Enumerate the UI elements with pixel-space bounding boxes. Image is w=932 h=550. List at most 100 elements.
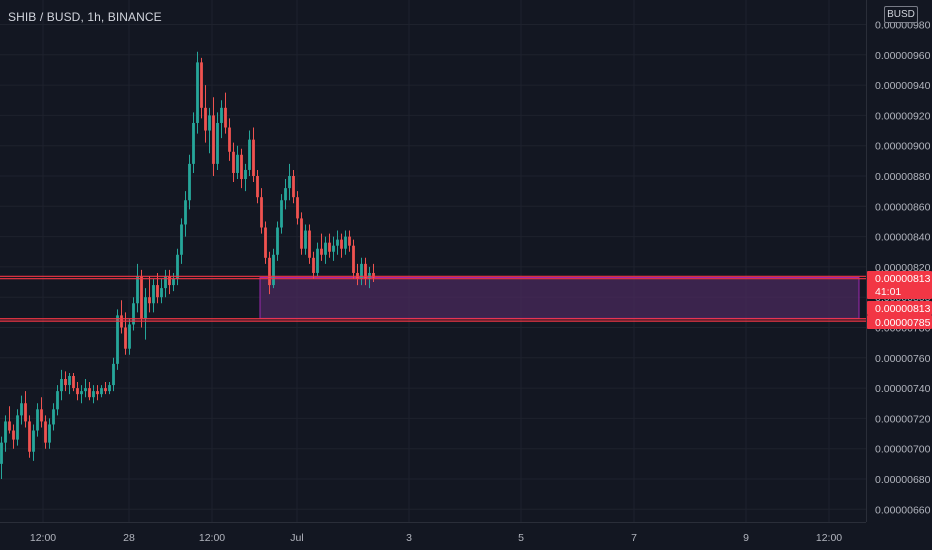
candle-body[interactable] xyxy=(248,139,251,170)
candle-body[interactable] xyxy=(164,275,167,289)
candle-body[interactable] xyxy=(48,424,51,443)
candle-body[interactable] xyxy=(68,375,71,386)
candle-body[interactable] xyxy=(232,151,235,173)
candle-body[interactable] xyxy=(352,245,355,273)
candle-body[interactable] xyxy=(104,388,107,392)
candle-body[interactable] xyxy=(188,163,191,201)
candle-body[interactable] xyxy=(44,421,47,443)
candle-body[interactable] xyxy=(24,403,27,422)
candle-body[interactable] xyxy=(160,288,163,298)
candle-body[interactable] xyxy=(32,430,35,452)
candle-body[interactable] xyxy=(92,391,95,398)
candle-body[interactable] xyxy=(0,442,3,464)
candle-body[interactable] xyxy=(16,415,19,440)
candle-body[interactable] xyxy=(228,127,231,152)
candle-body[interactable] xyxy=(172,279,175,286)
demand-zone-rectangle[interactable] xyxy=(259,277,860,319)
y-tick-label: 0.00000840 xyxy=(875,232,931,244)
candle-body[interactable] xyxy=(288,176,291,189)
candle-body[interactable] xyxy=(332,245,335,252)
candle-body[interactable] xyxy=(80,391,83,395)
candle-body[interactable] xyxy=(28,421,31,452)
candle-body[interactable] xyxy=(336,239,339,246)
candle-body[interactable] xyxy=(144,297,147,319)
x-tick-label: 12:00 xyxy=(816,532,842,544)
candle-body[interactable] xyxy=(360,263,363,280)
candle-body[interactable] xyxy=(312,257,315,273)
candle-body[interactable] xyxy=(204,107,207,131)
candle-body[interactable] xyxy=(116,315,119,364)
candle-body[interactable] xyxy=(220,107,223,123)
candle-body[interactable] xyxy=(236,154,239,173)
candle-body[interactable] xyxy=(304,230,307,249)
price-label-badge xyxy=(867,301,932,315)
candle-body[interactable] xyxy=(276,227,279,255)
candle-body[interactable] xyxy=(260,197,263,228)
candle-body[interactable] xyxy=(96,391,99,395)
candle-body[interactable] xyxy=(64,379,67,386)
candle-body[interactable] xyxy=(264,227,267,258)
candle-body[interactable] xyxy=(60,379,63,392)
candle-body[interactable] xyxy=(12,430,15,440)
candle-body[interactable] xyxy=(300,218,303,249)
candle-body[interactable] xyxy=(296,197,299,219)
candle-body[interactable] xyxy=(328,242,331,252)
candle-body[interactable] xyxy=(256,176,259,198)
candle-body[interactable] xyxy=(148,297,151,304)
candle-body[interactable] xyxy=(224,107,227,128)
candle-body[interactable] xyxy=(176,254,179,280)
candle-body[interactable] xyxy=(200,62,203,108)
candle-body[interactable] xyxy=(76,388,79,395)
candle-body[interactable] xyxy=(132,303,135,325)
candle-body[interactable] xyxy=(84,388,87,392)
candle-body[interactable] xyxy=(168,275,171,286)
x-tick-label: 12:00 xyxy=(199,532,225,544)
candle-body[interactable] xyxy=(8,421,11,431)
candle-body[interactable] xyxy=(36,409,39,431)
candle-body[interactable] xyxy=(192,122,195,164)
candle-body[interactable] xyxy=(156,285,159,298)
candle-body[interactable] xyxy=(128,324,131,349)
candle-body[interactable] xyxy=(124,327,127,349)
candle-body[interactable] xyxy=(292,176,295,198)
candle-body[interactable] xyxy=(272,254,275,286)
candle-body[interactable] xyxy=(4,421,7,443)
candle-body[interactable] xyxy=(88,388,91,398)
candle-body[interactable] xyxy=(216,122,219,164)
candle-body[interactable] xyxy=(316,248,319,273)
candle-body[interactable] xyxy=(240,154,243,180)
price-label-value: 0.00000813 xyxy=(875,303,931,315)
candle-body[interactable] xyxy=(268,257,271,286)
candle-body[interactable] xyxy=(284,188,287,201)
candle-body[interactable] xyxy=(348,236,351,246)
candle-body[interactable] xyxy=(112,363,115,386)
candle-body[interactable] xyxy=(180,224,183,255)
candle-body[interactable] xyxy=(344,236,347,249)
candle-body[interactable] xyxy=(244,169,247,180)
candle-body[interactable] xyxy=(212,115,215,164)
candle-body[interactable] xyxy=(52,409,55,425)
candle-body[interactable] xyxy=(152,285,155,304)
candle-body[interactable] xyxy=(20,403,23,416)
candle-body[interactable] xyxy=(364,263,367,280)
candle-body[interactable] xyxy=(100,388,103,395)
candle-body[interactable] xyxy=(136,275,139,304)
candle-body[interactable] xyxy=(72,375,75,389)
candle-body[interactable] xyxy=(252,139,255,176)
candle-body[interactable] xyxy=(280,200,283,228)
candle-body[interactable] xyxy=(324,242,327,255)
y-tick-label: 0.00000700 xyxy=(875,444,931,456)
candle-body[interactable] xyxy=(372,272,375,278)
candle-body[interactable] xyxy=(56,391,59,410)
candle-body[interactable] xyxy=(340,239,343,249)
candle-body[interactable] xyxy=(140,275,143,319)
candle-body[interactable] xyxy=(320,248,323,255)
candle-body[interactable] xyxy=(208,115,211,131)
candle-body[interactable] xyxy=(196,62,199,123)
candle-body[interactable] xyxy=(308,230,311,258)
candle-body[interactable] xyxy=(184,200,187,225)
candle-body[interactable] xyxy=(108,385,111,392)
candle-body[interactable] xyxy=(40,409,43,422)
currency-badge[interactable]: BUSD xyxy=(884,6,918,23)
